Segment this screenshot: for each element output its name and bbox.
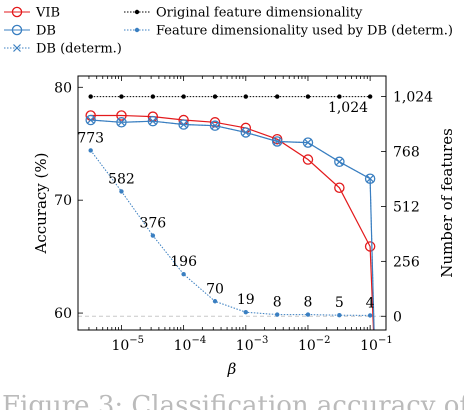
legend-marker: [11, 6, 23, 18]
series-db: [85, 114, 376, 330]
x-axis-label: β: [227, 360, 237, 378]
y-right-tick-label: 512: [393, 199, 420, 215]
data-point: [181, 272, 186, 277]
data-point: [273, 137, 282, 146]
data-point: [335, 157, 344, 166]
data-point: [337, 94, 342, 99]
data-point: [181, 94, 186, 99]
data-label: 582: [108, 171, 135, 187]
data-point: [179, 120, 188, 129]
data-point: [212, 94, 218, 99]
data-point: [304, 138, 312, 147]
data-point: [116, 110, 127, 121]
y-right-axis-label: Number of features: [438, 128, 456, 278]
data-point: [364, 241, 376, 252]
legend-marker: [13, 44, 21, 52]
data-point: [367, 94, 373, 99]
data-point: [212, 299, 218, 304]
data-point: [302, 154, 314, 165]
data-point: [240, 127, 252, 138]
series-vib: [85, 110, 376, 330]
y-right-tick-label: 0: [393, 309, 402, 325]
x-tick-label: 10−2: [298, 335, 331, 354]
data-point: [117, 118, 126, 127]
data-labels: 773 582 376 196 70 19 8 8 5 4 1,024: [77, 100, 374, 311]
data-point: [302, 137, 314, 148]
data-point: [211, 121, 219, 130]
data-label: 5: [335, 295, 344, 311]
data-point: [150, 94, 156, 99]
y-left-axis-label: Accuracy (%): [32, 152, 50, 254]
data-label: 376: [139, 216, 166, 232]
legend-item: Original feature dimensionality: [124, 6, 363, 21]
data-point: [119, 94, 124, 99]
annotation-label: 1,024: [328, 100, 368, 116]
data-point: [337, 312, 342, 318]
legend-marker: [134, 9, 140, 15]
legend: VIB DB DB (determ.) Original feature dimens…: [4, 6, 453, 57]
series-line: [90, 114, 375, 330]
data-point: [367, 313, 373, 318]
data-label: 196: [170, 254, 197, 270]
data-point: [366, 174, 375, 183]
series-layer: [85, 94, 376, 330]
legend-item: DB (determ.): [4, 42, 122, 57]
data-point: [148, 117, 157, 126]
data-point: [243, 94, 248, 99]
data-label: 773: [77, 130, 104, 146]
data-point: [334, 182, 345, 194]
legend-marker: [134, 27, 140, 33]
legend-label: Feature dimensionality used by DB (deter…: [156, 24, 453, 39]
figure-caption: Figure 3: Classification accuracy of: [2, 391, 464, 410]
data-point: [274, 94, 280, 99]
y-right-tick-label: 768: [393, 145, 420, 161]
data-point: [364, 173, 376, 184]
legend-label: VIB: [35, 6, 60, 21]
legend-label: Original feature dimensionality: [156, 6, 363, 21]
data-point: [241, 128, 250, 137]
data-label: 70: [206, 281, 224, 297]
data-label: 4: [366, 295, 375, 311]
series-original-feature-dimensionality: [88, 94, 373, 99]
legend-item: VIB: [4, 6, 60, 21]
data-point: [334, 156, 345, 168]
series-db-determ: [86, 116, 375, 330]
legend-label: DB (determ.): [36, 42, 122, 57]
y-left-tick-label: 80: [54, 80, 72, 96]
legend-label: DB: [36, 24, 56, 39]
y-right-tick-label: 1,024: [393, 90, 433, 106]
y-left-tick-label: 70: [54, 193, 72, 209]
data-point: [209, 117, 221, 128]
data-label: 8: [304, 295, 313, 311]
data-point: [178, 119, 189, 130]
data-point: [88, 148, 93, 153]
x-tick-label: 10−1: [360, 335, 393, 354]
series-feature-dimensionality-used-by-db-determ: [88, 148, 373, 318]
data-point: [88, 94, 93, 99]
x-tick-label: 10−5: [111, 335, 144, 354]
data-point: [150, 233, 156, 238]
legend-item: DB: [4, 24, 56, 39]
legend-marker: [11, 24, 23, 36]
series-line: [90, 119, 375, 330]
series-line: [90, 150, 371, 316]
data-point: [119, 189, 124, 194]
data-point: [305, 312, 311, 317]
x-tick-label: 10−3: [236, 335, 269, 354]
x-tick-label: 10−4: [174, 335, 207, 354]
data-point: [85, 114, 96, 126]
data-point: [116, 117, 127, 128]
data-point: [86, 116, 95, 124]
y-left-tick-label: 60: [54, 306, 72, 322]
data-point: [305, 94, 311, 99]
legend-item: Feature dimensionality used by DB (deter…: [124, 24, 453, 39]
axes: 10−5 10−4 10−3 10−2 10−1 60 70 80 0 256 512 768 1,02…: [32, 76, 456, 378]
data-label: 8: [273, 295, 282, 311]
y-right-tick-label: 256: [393, 254, 420, 270]
data-point: [243, 309, 248, 315]
data-point: [274, 312, 280, 317]
data-label: 19: [237, 292, 255, 308]
